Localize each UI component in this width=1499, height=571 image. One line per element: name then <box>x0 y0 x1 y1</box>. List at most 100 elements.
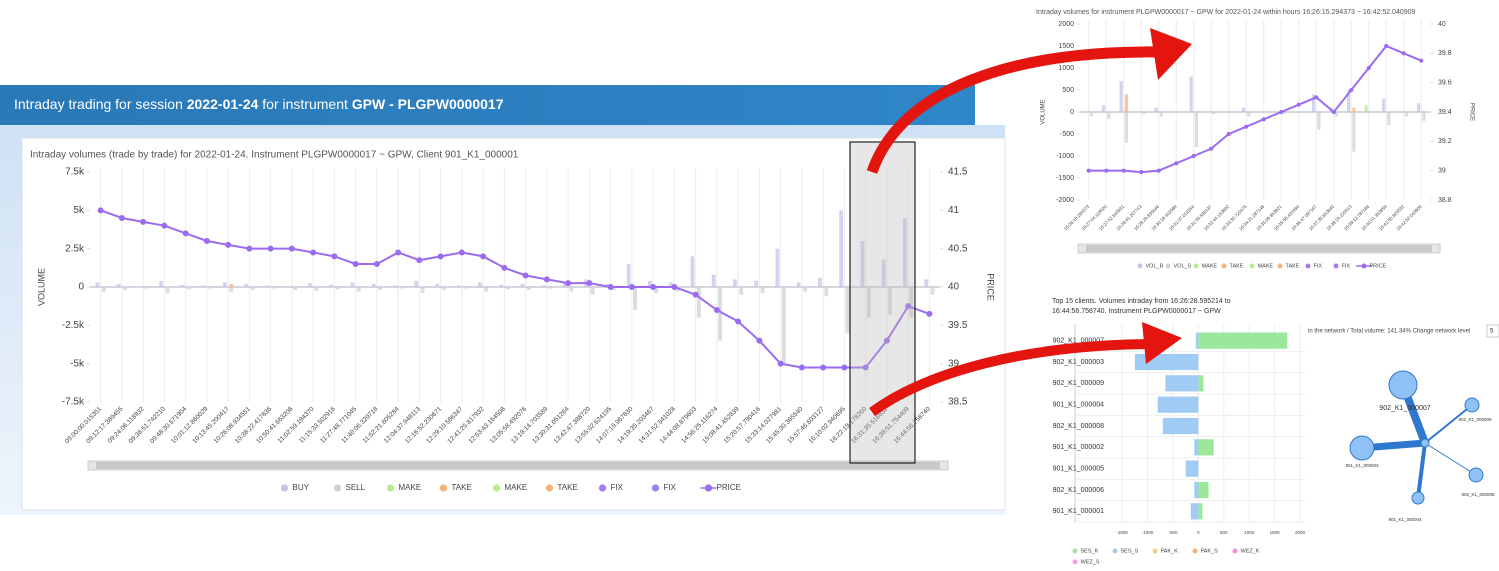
legend-label: PAK_S <box>1201 548 1219 554</box>
legend-marker <box>439 484 448 492</box>
volume-bar <box>165 287 170 294</box>
network-node[interactable] <box>1411 491 1425 505</box>
price-point <box>713 307 720 313</box>
arrow <box>866 46 1161 174</box>
y2-tick-label: 39.2 <box>1438 138 1452 145</box>
price-point <box>1226 131 1231 137</box>
legend-label: VOL_B <box>1146 263 1164 269</box>
volume-bar <box>888 287 892 315</box>
banner-middle: for instrument <box>262 96 348 112</box>
volume-bar <box>1154 107 1158 112</box>
volume-bar <box>95 282 100 287</box>
network-edge <box>1424 442 1477 476</box>
volume-bar <box>654 287 659 294</box>
legend-label: PRICE <box>1370 263 1387 269</box>
volume-bar <box>314 287 319 291</box>
chart-title: Intraday volumes (trade by trade) for 20… <box>30 150 519 161</box>
volume-bar <box>1107 112 1111 119</box>
volume-bar <box>903 218 907 287</box>
volume-bar <box>1347 90 1351 112</box>
volume-bar <box>201 285 206 287</box>
volume-bar <box>378 287 382 291</box>
volume-bar <box>1124 112 1128 143</box>
volume-bar <box>414 280 419 287</box>
chart-title: Top 15 clients. Volumes intraday from 16… <box>1052 298 1231 305</box>
legend-marker <box>1305 263 1311 269</box>
y2-tick-label: 38.5 <box>948 397 968 408</box>
arrow <box>869 339 1151 417</box>
category-label: 901_K1_000002 <box>1053 444 1104 451</box>
volume-bar <box>1312 94 1316 112</box>
volume-bar <box>335 287 340 290</box>
volume-bar <box>484 287 489 292</box>
category-label: 902_K1_000006 <box>1053 487 1104 494</box>
scrollbar-thumb[interactable] <box>1086 245 1432 252</box>
bar <box>1195 332 1199 349</box>
price-point <box>1279 109 1284 115</box>
legend-marker <box>704 484 713 492</box>
price-point <box>543 276 550 283</box>
volume-bar <box>781 287 786 364</box>
price-point <box>1174 161 1179 166</box>
volume-bar <box>633 287 637 310</box>
y2-tick-label: 39.5 <box>948 320 968 331</box>
network-hub <box>1420 438 1430 448</box>
y2-tick-label: 40.5 <box>948 243 968 254</box>
price-point <box>288 245 295 252</box>
legend-label: FIX <box>1314 263 1323 269</box>
category-label: 902_K1_000003 <box>1053 359 1104 366</box>
volume-bar <box>1212 112 1216 115</box>
y2-axis-label: PRICE <box>986 273 996 301</box>
price-point <box>1296 102 1301 107</box>
volume-bar <box>1417 103 1421 112</box>
price-point <box>1191 153 1196 159</box>
legend-marker <box>1165 263 1171 269</box>
legend-marker <box>1112 548 1118 554</box>
volume-bar <box>1387 112 1391 126</box>
y-axis-label: VOLUME <box>1041 99 1047 124</box>
network-level-input[interactable] <box>1486 324 1499 338</box>
volume-bar <box>1124 94 1128 112</box>
legend-marker <box>598 484 607 492</box>
network-node[interactable] <box>1388 370 1418 400</box>
price-point <box>225 241 232 248</box>
volume-bar <box>1422 112 1426 121</box>
price-point <box>395 249 402 256</box>
legend-marker <box>651 484 660 492</box>
price-point <box>437 253 444 260</box>
network-edge <box>1424 404 1473 444</box>
volume-bar <box>271 287 276 289</box>
legend-label: BUY <box>293 483 310 492</box>
y-tick-label: 5k <box>73 205 85 216</box>
y2-tick-label: 41.5 <box>948 167 968 178</box>
legend-marker <box>333 484 342 492</box>
legend-label: PRICE <box>717 483 741 492</box>
price-point <box>182 230 189 237</box>
network-node-label: 902_K1_000007 <box>1379 405 1430 412</box>
price-point <box>798 364 805 371</box>
price-point <box>735 318 742 325</box>
network-node[interactable] <box>1468 467 1484 483</box>
volume-bar <box>569 287 574 292</box>
volume-bar <box>526 287 531 291</box>
y-tick-label: -2.5k <box>62 320 85 331</box>
price-point <box>140 218 147 225</box>
volume-bar <box>796 282 801 287</box>
scrollbar-thumb[interactable] <box>96 462 940 469</box>
price-line <box>1088 44 1422 174</box>
legend-label: PAK_K <box>1161 548 1179 554</box>
y-tick-label: 2.5k <box>65 243 85 254</box>
price-point <box>1349 87 1354 93</box>
volume-bar <box>123 287 127 291</box>
network-node[interactable] <box>1349 435 1375 461</box>
bar <box>1194 439 1199 456</box>
network-node-label: 901_K1_000003 <box>1345 463 1379 468</box>
volume-bar <box>350 282 355 287</box>
y-axis-label: VOLUME <box>36 268 46 306</box>
network-node[interactable] <box>1464 397 1480 413</box>
price-point <box>628 284 635 290</box>
legend-marker <box>280 484 289 492</box>
volume-bar <box>1194 112 1198 148</box>
x-tick-label: 0 <box>1197 530 1200 535</box>
